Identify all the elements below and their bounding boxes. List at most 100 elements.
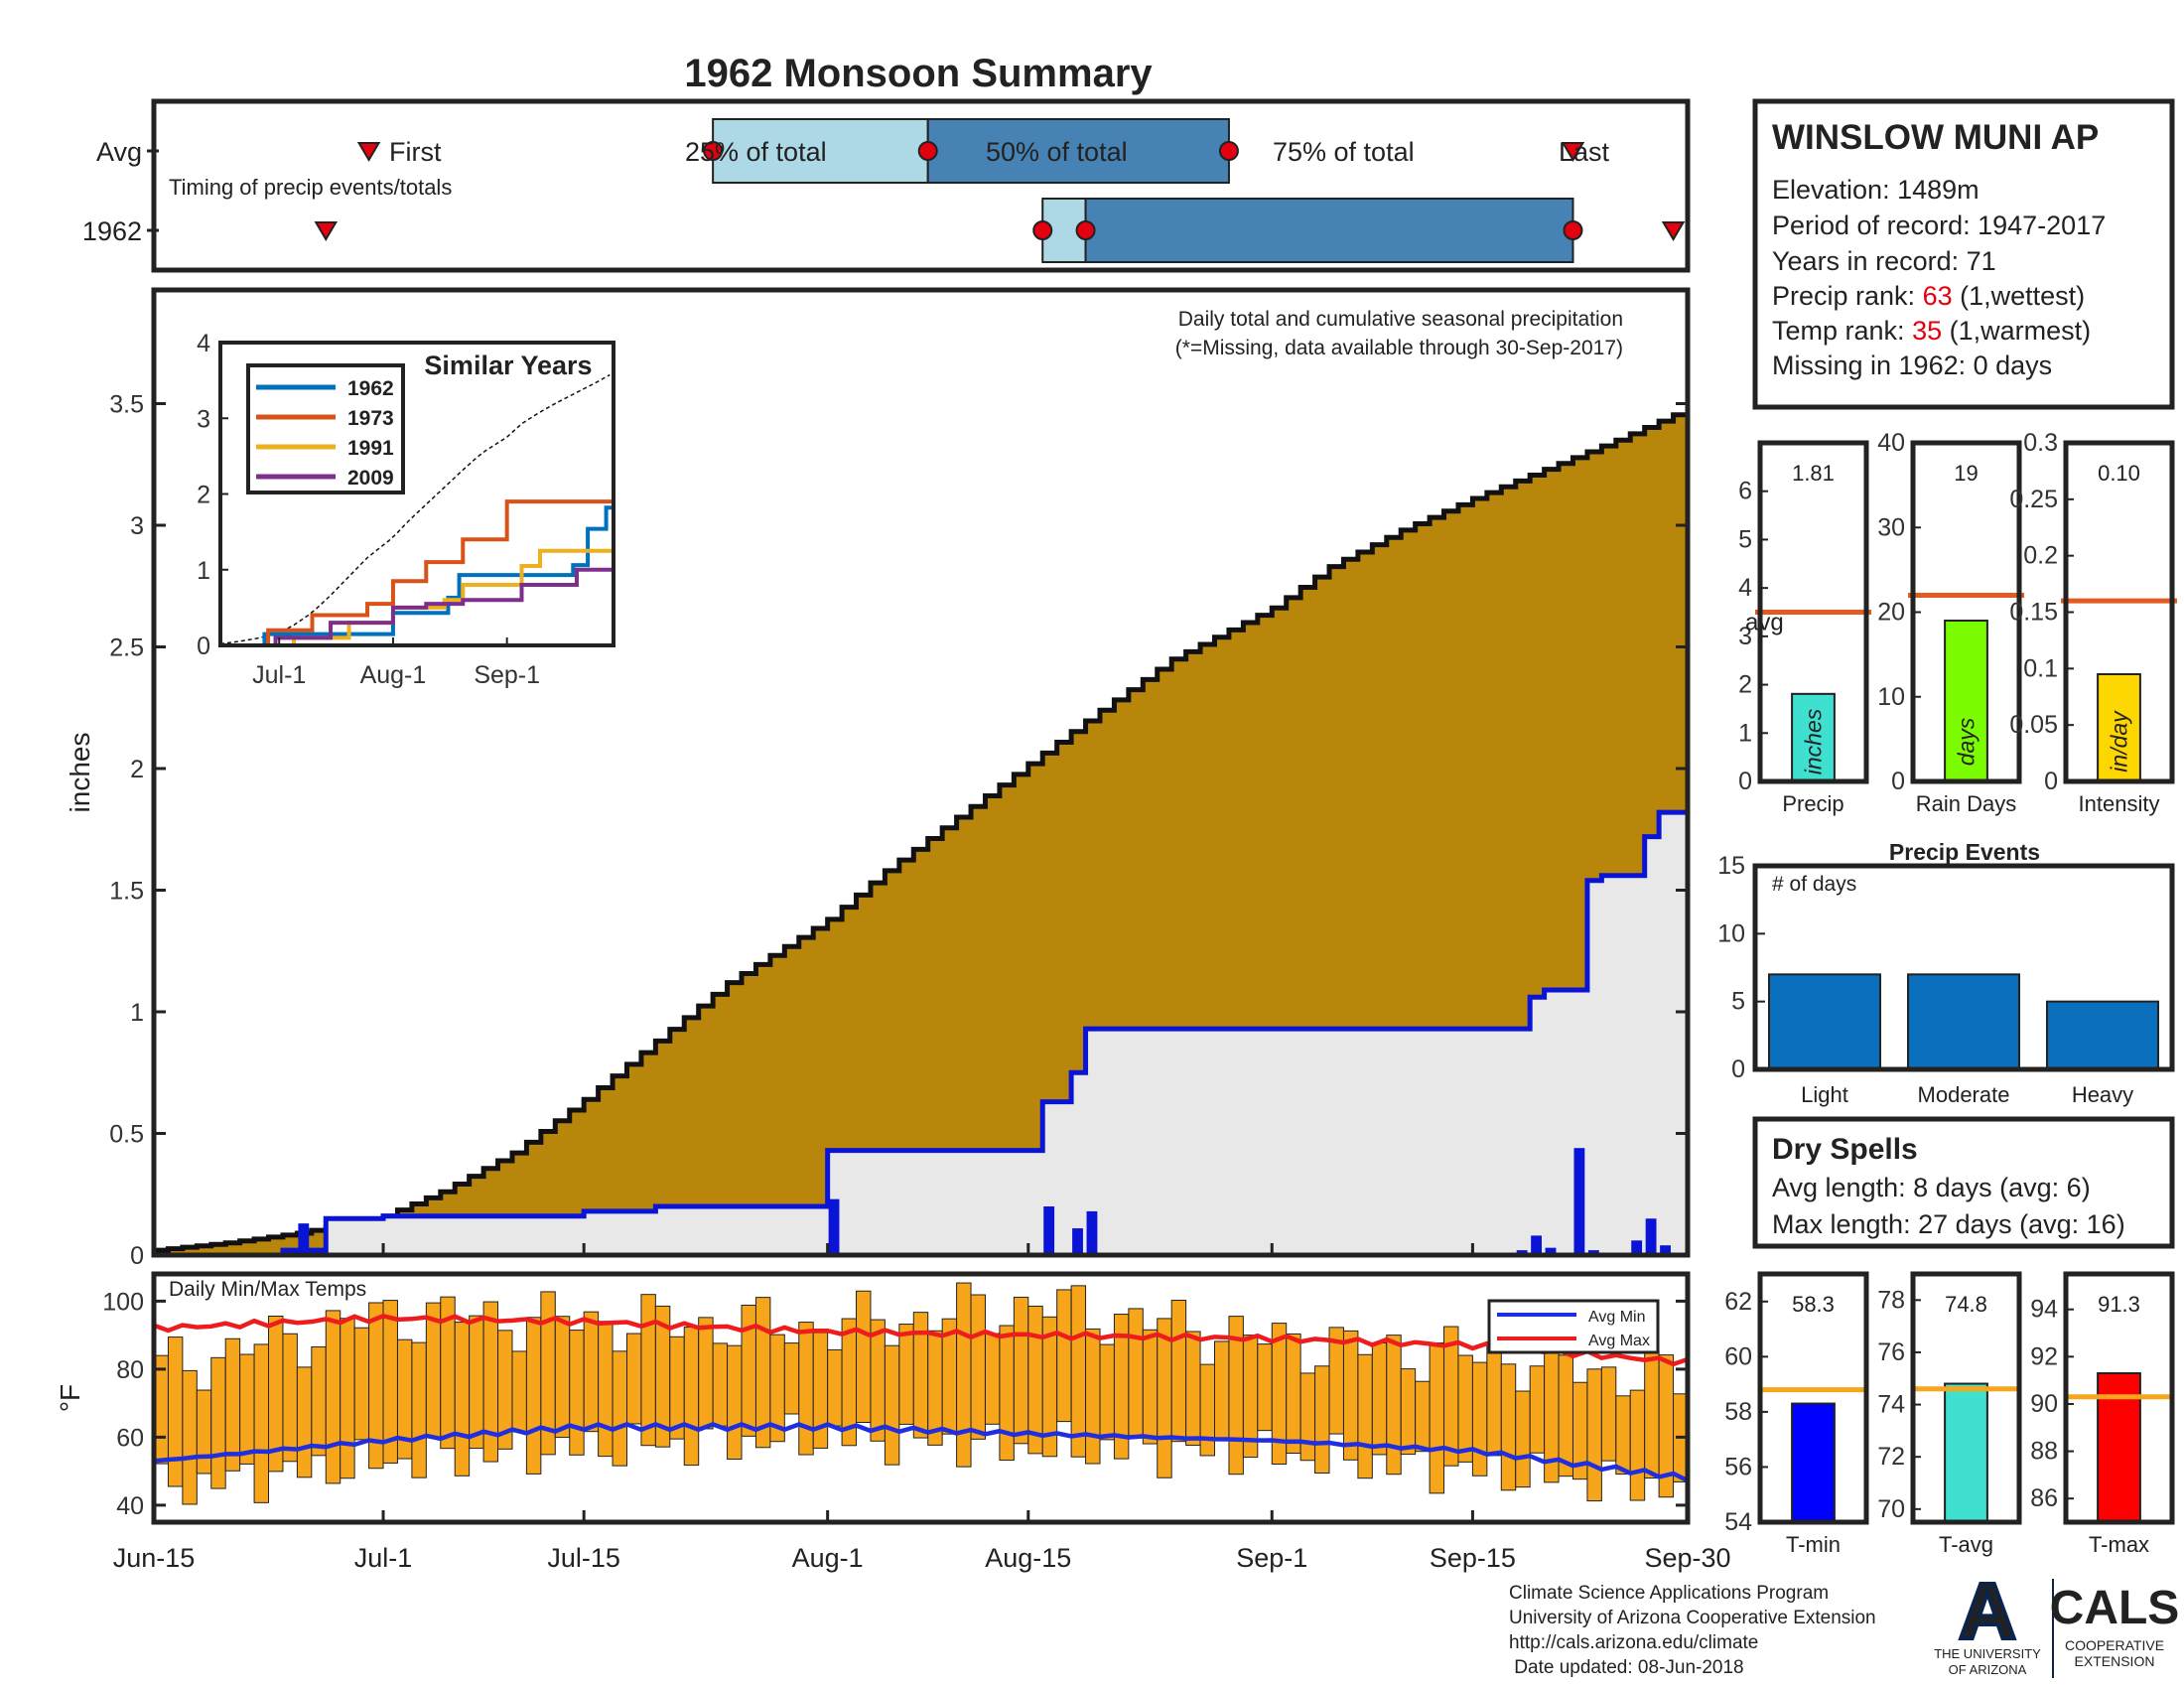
tavg-stat-tick-label: 76 (1877, 1338, 1905, 1366)
tavg-stat-value-label: 74.8 (1945, 1292, 1987, 1317)
precip-events-chart: Precip Events Light Moderate Heavy 0 5 10 15 #… (1717, 839, 2175, 1107)
station-name: WINSLOW MUNI AP (1772, 118, 2099, 157)
daily-temp-range-bar (956, 1282, 972, 1468)
daily-temp-range-bar (798, 1322, 814, 1456)
intensity-stat-tick-label: 0.3 (2023, 429, 2058, 457)
daily-temp-range-bar (296, 1366, 313, 1478)
legend-avg-min: Avg Min (1588, 1309, 1646, 1326)
daily-temp-range-bar (856, 1290, 872, 1424)
date-tick-label: Jul-15 (547, 1543, 620, 1573)
precip-stat-tick-label: 6 (1738, 478, 1752, 505)
temp-ylabel: °F (55, 1384, 85, 1412)
daily-temp-range-bar (1371, 1341, 1388, 1456)
daily-temp-range-bar (311, 1345, 327, 1457)
precip-y-tick-label: 3.5 (109, 391, 144, 419)
year-cumulative-area (154, 812, 1688, 1255)
inset-title: Similar Years (424, 351, 592, 380)
station-elevation: Elevation: 1489m (1772, 175, 1979, 205)
daily-temp-range-bar (554, 1316, 571, 1439)
seasonal-stat-bars: 0 1 2 3 4 5 6 1.81 Precip inches avg 0 10 20 30 40 19 Rai… (1738, 429, 2177, 816)
daily-temp-range-bar (1400, 1368, 1417, 1456)
precip-note-1: Daily total and cumulative seasonal prec… (1178, 308, 1623, 331)
daily-temp-range-bar (598, 1321, 614, 1458)
temp-y-tick-label: 100 (102, 1288, 144, 1316)
daily-temp-range-bar (210, 1356, 226, 1489)
inset-y-tick-label: 1 (197, 557, 210, 585)
intensity-stat-value-bar (2097, 673, 2141, 782)
timing-quartile-marker (1075, 220, 1096, 240)
tavg-stat-tick-label: 70 (1877, 1495, 1905, 1523)
tavg-stat-panel: 70 72 74 76 78 74.8 T-avg (1877, 1271, 2022, 1557)
daily-temp-range-bar (683, 1327, 700, 1467)
tmax-stat-frame (2063, 1271, 2175, 1525)
daily-temp-range-bar (224, 1337, 241, 1472)
station-info-box: WINSLOW MUNI AP Elevation: 1489m Period … (1752, 98, 2175, 410)
tmin-stat-tick-label: 60 (1724, 1342, 1752, 1370)
inset-series-2009 (220, 565, 615, 647)
timing-quartile-marker (1563, 220, 1583, 240)
daily-temp-range-bar (1157, 1318, 1172, 1478)
raindays-stat-value-bar (1944, 620, 1988, 783)
tmin-stat-tick-label: 54 (1724, 1508, 1752, 1536)
inset-x-tick-label: Sep-1 (474, 661, 540, 689)
precip-stat-name-label: Precip (1782, 791, 1843, 816)
tmax-stat-tick-label: 90 (2030, 1390, 2058, 1418)
university-of-arizona-logo: A THE UNIVERSITY OF ARIZONA (1934, 1565, 2041, 1677)
raindays-stat-tick-label: 30 (1877, 513, 1905, 541)
events-tick-label: 5 (1731, 988, 1745, 1016)
tmin-stat-value-label: 58.3 (1792, 1292, 1835, 1317)
timing-row-year-label: 1962 (82, 216, 142, 246)
raindays-stat-name-label: Rain Days (1916, 791, 2016, 816)
timing-q50-q75-bar (1084, 198, 1574, 263)
tmin-stat-tick-label: 58 (1724, 1398, 1752, 1426)
daily-temp-range-bar (1500, 1363, 1517, 1491)
temp-title: Daily Min/Max Temps (169, 1278, 366, 1301)
daily-temp-range-bar (1600, 1366, 1617, 1462)
temp-y-tick-label: 80 (116, 1356, 144, 1384)
raindays-stat-value-label: 19 (1954, 461, 1978, 486)
daily-temp-range-bar (698, 1317, 714, 1430)
daily-precip-bar (1631, 1240, 1643, 1255)
timing-pct50-label: 50% of total (986, 137, 1128, 167)
daily-temp-range-bar (612, 1350, 627, 1467)
avg-max-line (153, 1313, 1689, 1367)
daily-temp-range-bar (1257, 1343, 1273, 1432)
precip-y-tick-label: 1.5 (109, 878, 144, 906)
inset-x-tick-label: Jul-1 (252, 661, 306, 689)
year-cumulative-line (154, 809, 1688, 1258)
inset-series-1973 (220, 499, 614, 647)
cals-logo: CALS COOPERATIVE EXTENSION (2050, 1582, 2180, 1669)
daily-temp-range-bar (469, 1315, 484, 1450)
timing-event-marker (1661, 221, 1686, 241)
daily-temp-range-bar (1515, 1390, 1531, 1488)
avg-min-line (153, 1421, 1689, 1483)
intensity-stat-tick-label: 0.25 (2009, 486, 2058, 513)
inset-series-1962 (220, 505, 614, 647)
timing-q50-q75-bar (926, 118, 1230, 184)
tavg-stat-frame (1910, 1271, 2022, 1525)
intensity-stat-tick-label: 0.05 (2009, 711, 2058, 739)
daily-temp-range-bar (454, 1322, 471, 1477)
raindays-stat-tick-label: 40 (1877, 429, 1905, 457)
timing-quartile-marker (703, 141, 724, 161)
daily-temp-range-bar (1429, 1341, 1445, 1494)
precip-stat-value-bar (1791, 692, 1836, 783)
daily-temp-range-bar (712, 1342, 729, 1427)
daily-temp-range-bar (583, 1311, 600, 1433)
daily-temp-range-bar (884, 1344, 900, 1466)
inset-y-tick-label: 4 (197, 330, 210, 357)
daily-precip-bar (1531, 1235, 1542, 1255)
inset-y-tick-label: 0 (197, 633, 210, 660)
daily-temp-range-bar (625, 1333, 642, 1425)
daily-temp-range-bar (1615, 1395, 1631, 1476)
timing-row-avg-label: Avg (96, 137, 142, 167)
daily-temp-range-bar (898, 1324, 914, 1425)
precip-y-tick-label: 2 (130, 756, 144, 783)
daily-precip-bar (1573, 1148, 1585, 1255)
daily-precip-bar (1545, 1247, 1557, 1255)
precip-stat-tick-label: 3 (1738, 623, 1752, 650)
daily-temp-range-bar (253, 1343, 270, 1503)
timing-event-marker (314, 221, 339, 241)
daily-temp-range-bar (511, 1350, 527, 1433)
daily-temp-range-bar (783, 1342, 800, 1415)
